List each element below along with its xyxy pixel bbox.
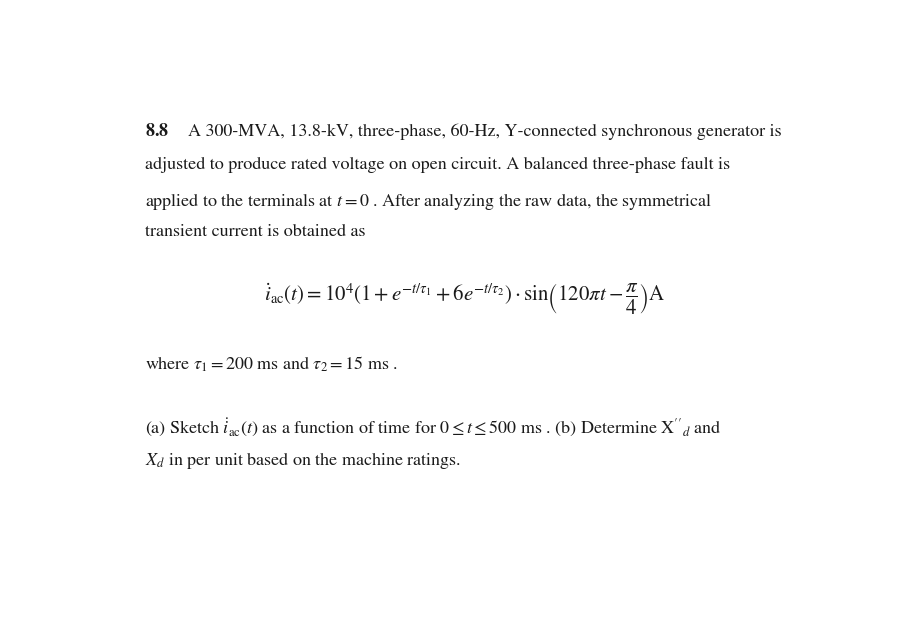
Text: A 300-MVA, 13.8-kV, three-phase, 60-Hz, Y-connected synchronous generator is: A 300-MVA, 13.8-kV, three-phase, 60-Hz, … (188, 123, 782, 139)
Text: adjusted to produce rated voltage on open circuit. A balanced three-phase fault : adjusted to produce rated voltage on ope… (145, 157, 730, 173)
Text: (a) Sketch $\dot{i}_{\mathrm{ac}}(t)$ as a function of time for $0 \leq t \leq 5: (a) Sketch $\dot{i}_{\mathrm{ac}}(t)$ as… (145, 417, 721, 439)
Text: $\mathbf{8.8}$: $\mathbf{8.8}$ (145, 123, 169, 140)
Text: where $\tau_1 = 200\ \mathrm{ms}$ and $\tau_2 = 15\ \mathrm{ms}$ .: where $\tau_1 = 200\ \mathrm{ms}$ and $\… (145, 354, 398, 374)
Text: $X_d$ in per unit based on the machine ratings.: $X_d$ in per unit based on the machine r… (145, 451, 460, 471)
Text: $\dot{i}_{\mathrm{ac}}(t) = 10^4(1 + e^{-t/\tau_1} + 6e^{-t/\tau_2})\cdot \sin\!: $\dot{i}_{\mathrm{ac}}(t) = 10^4(1 + e^{… (264, 282, 665, 318)
Text: transient current is obtained as: transient current is obtained as (145, 224, 365, 240)
Text: applied to the terminals at $t = 0$ . After analyzing the raw data, the symmetri: applied to the terminals at $t = 0$ . Af… (145, 191, 712, 211)
